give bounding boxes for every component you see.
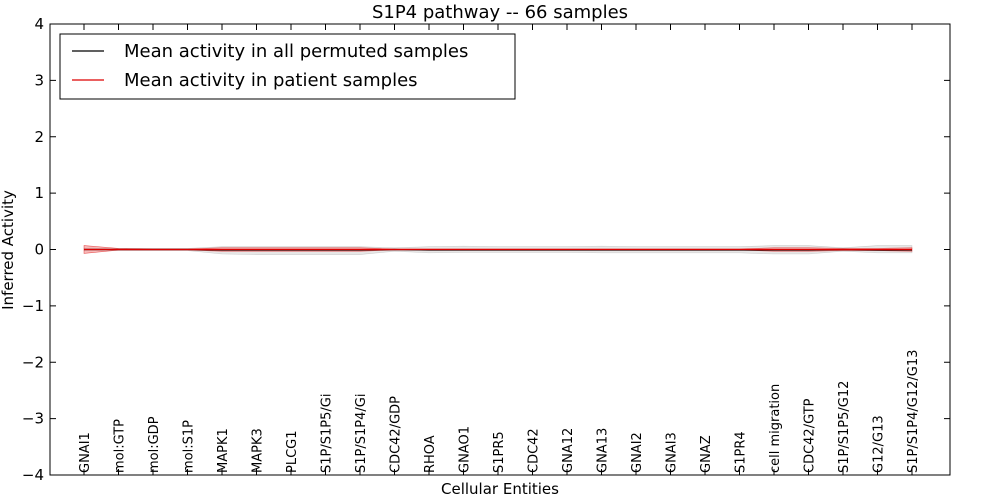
- category-label: mol:GTP: [113, 419, 128, 473]
- category-label: MAPK3: [251, 428, 266, 473]
- y-axis-title: Inferred Activity: [0, 190, 17, 310]
- category-label: GNAO1: [458, 426, 473, 473]
- category-label: MAPK1: [216, 428, 231, 473]
- category-label: RHOA: [423, 435, 438, 473]
- y-tick-label: −1: [22, 297, 44, 315]
- category-label: cell migration: [768, 384, 783, 473]
- category-label: CDC42/GDP: [389, 396, 404, 473]
- y-tick-label: 1: [34, 184, 44, 202]
- category-label: GNAI2: [630, 432, 645, 473]
- category-label: GNAZ: [699, 435, 714, 473]
- category-label: S1PR5: [492, 431, 507, 473]
- category-label: CDC42: [527, 428, 542, 473]
- category-label: mol:GDP: [147, 416, 162, 473]
- category-label: S1P/S1P5/G12: [837, 381, 852, 473]
- y-tick-label: 2: [34, 128, 44, 146]
- category-label: GNAI1: [78, 432, 93, 473]
- y-tick-label: 4: [34, 15, 44, 33]
- legend-box: [59, 33, 516, 100]
- category-label: mol:S1P: [182, 420, 197, 473]
- x-axis-title: Cellular Entities: [441, 480, 559, 498]
- legend-label-patient: Mean activity in patient samples: [124, 70, 418, 91]
- category-label: GNA13: [596, 428, 611, 473]
- category-label: GNA12: [561, 428, 576, 473]
- plot-area: [83, 245, 913, 255]
- category-label: S1PR4: [734, 431, 749, 473]
- category-label: S1P/S1P4/Gi: [354, 394, 369, 473]
- category-label: S1P/S1P5/Gi: [320, 394, 335, 473]
- legend-label-permuted: Mean activity in all permuted samples: [124, 41, 468, 62]
- category-label: GNAI3: [665, 432, 680, 473]
- category-label: G12/G13: [872, 415, 887, 473]
- category-label: CDC42/GTP: [803, 398, 818, 473]
- y-tick-label: −2: [22, 353, 44, 371]
- category-label: PLCG1: [285, 430, 300, 473]
- category-label: S1P/S1P4/G12/G13: [906, 350, 921, 473]
- y-tick-label: 0: [34, 241, 44, 259]
- y-tick-label: −3: [22, 410, 44, 428]
- y-tick-label: −4: [22, 466, 44, 484]
- legend: Mean activity in all permuted samples Me…: [59, 33, 516, 100]
- y-tick-label: 3: [34, 71, 44, 89]
- chart-title: S1P4 pathway -- 66 samples: [372, 2, 628, 23]
